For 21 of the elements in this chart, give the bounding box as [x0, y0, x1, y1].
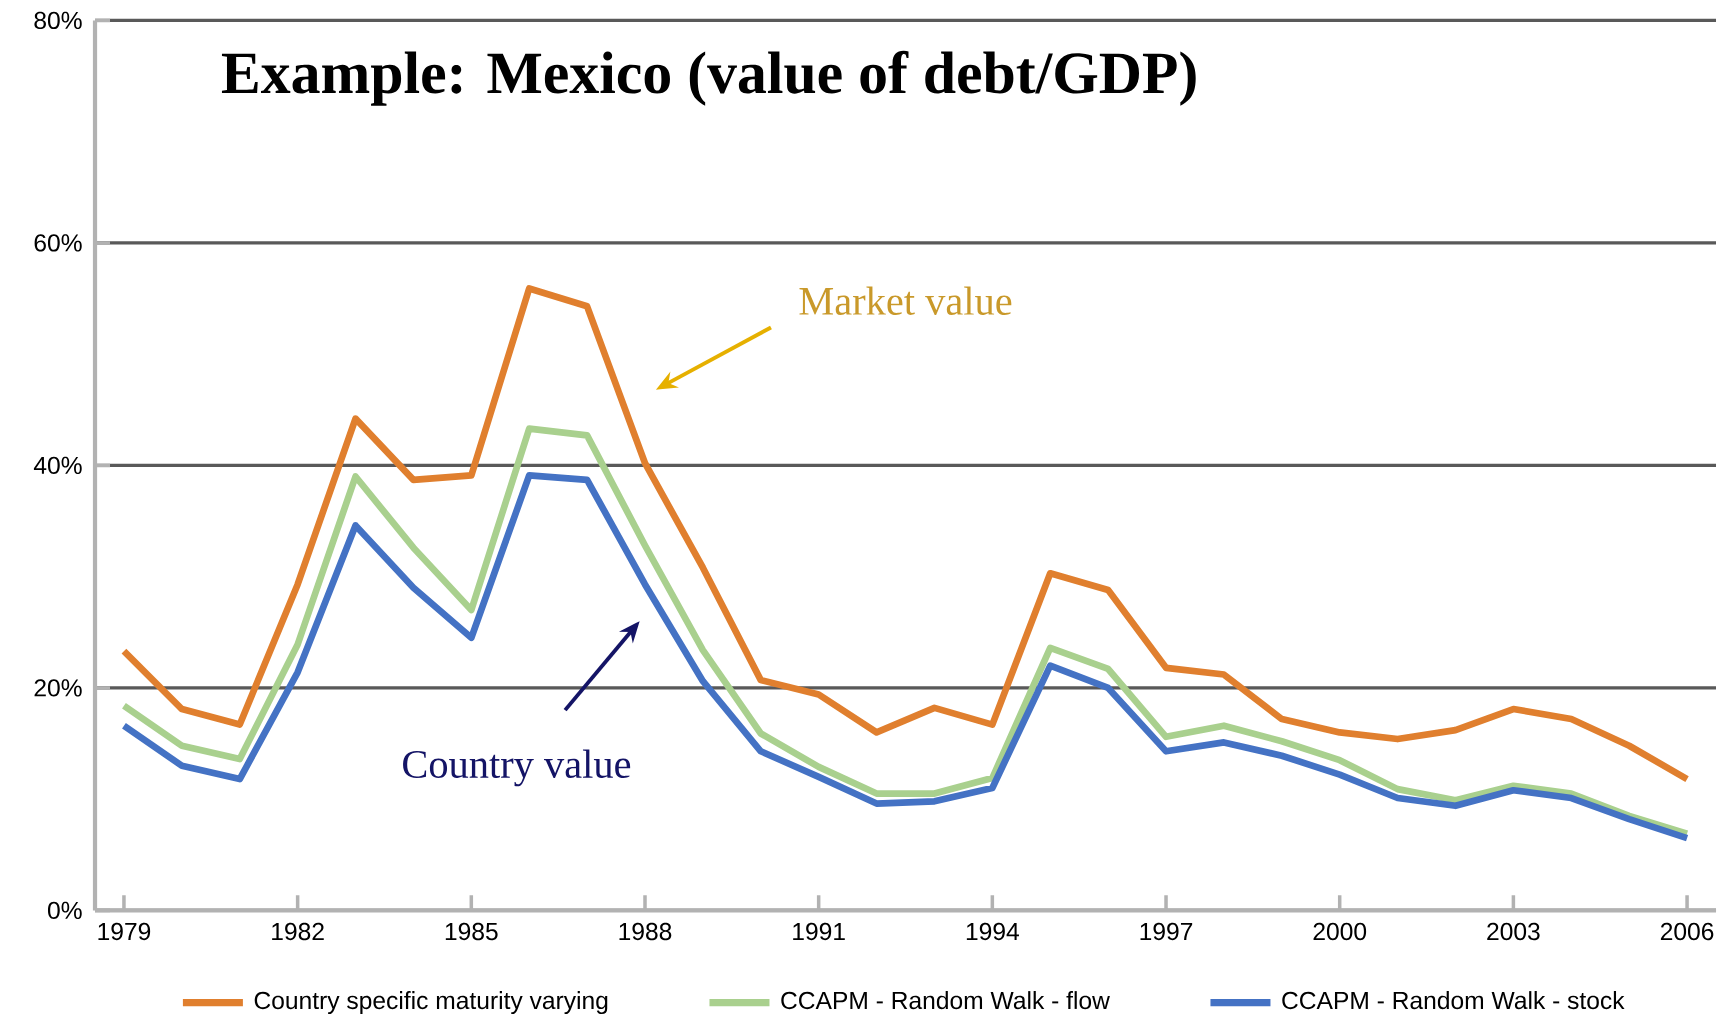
x-tick-label: 1988: [619, 922, 672, 940]
x-tick-label: 1997: [1140, 922, 1193, 940]
y-tick-label: 60%: [34, 234, 82, 252]
x-tick-label: 2000: [1313, 922, 1367, 940]
legend-label: Country specific maturity varying: [254, 990, 608, 1014]
y-tick-label: 0%: [47, 901, 82, 919]
annotation: Market value: [799, 286, 1012, 315]
x-tick-label: 2006: [1660, 922, 1714, 940]
y-tick-label: 40%: [33, 456, 82, 474]
x-tick-label: 1985: [445, 922, 498, 940]
x-tick-label: 1982: [272, 922, 324, 940]
annotation: Country value: [403, 749, 631, 787]
x-tick-label: 2003: [1487, 922, 1540, 940]
x-tick-label: 1991: [793, 922, 845, 940]
x-tick-label: 1994: [966, 922, 1019, 940]
y-tick-label: 80%: [34, 11, 82, 29]
chart-title: Example: Mexico (value of debt/GDP): [221, 50, 1196, 106]
legend-label: CCAPM - Random Walk - stock: [1282, 990, 1625, 1009]
legend-label: CCAPM - Random Walk - flow: [781, 990, 1110, 1009]
x-tick-label: 1979: [98, 922, 151, 940]
y-tick-label: 20%: [34, 679, 82, 697]
